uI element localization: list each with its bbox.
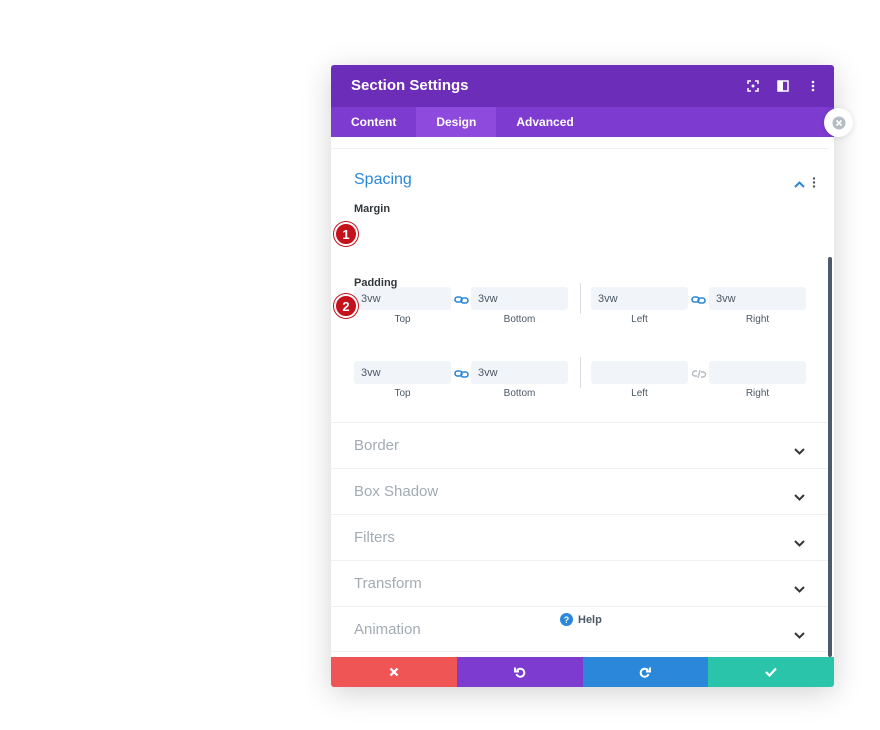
padding-bottom-label: Bottom (503, 388, 536, 399)
redo-icon (640, 667, 652, 678)
margin-right-label: Right (745, 314, 770, 325)
scrollbar[interactable] (828, 257, 832, 657)
padding-bottom-input[interactable]: 3vw (471, 361, 568, 384)
padding-label: Padding (354, 277, 398, 289)
save-button[interactable] (708, 657, 834, 687)
split-view-icon[interactable] (772, 77, 794, 95)
margin-top-input[interactable]: 3vw (354, 287, 451, 310)
kebab-menu-icon[interactable] (802, 77, 824, 95)
help-label: Help (578, 613, 602, 626)
margin-step-badge: 1 (334, 222, 358, 246)
check-icon (765, 667, 777, 677)
tab-advanced[interactable]: Advanced (516, 115, 574, 129)
field-separator (580, 283, 581, 314)
margin-right-input[interactable]: 3vw (709, 287, 806, 310)
link-icon[interactable] (454, 293, 470, 305)
margin-bottom-label: Bottom (503, 314, 536, 325)
settings-body: Spacing Margin 3vw 3vw 3vw 3vw Top Botto… (331, 137, 834, 657)
help-icon: ? (560, 613, 573, 626)
margin-left-input[interactable]: 3vw (591, 287, 688, 310)
padding-left-input[interactable] (591, 361, 688, 384)
section-settings-modal: Section Settings Content Design Advanced… (331, 65, 834, 687)
tab-design[interactable]: Design (416, 107, 497, 137)
link-icon[interactable] (691, 293, 707, 305)
padding-top-label: Top (394, 388, 411, 399)
margin-bottom-input[interactable]: 3vw (471, 287, 568, 310)
chevron-down-icon (794, 580, 805, 598)
padding-right-input[interactable] (709, 361, 806, 384)
section-animation-label: Animation (354, 621, 421, 638)
close-modal-button[interactable] (824, 108, 853, 137)
close-circle-icon (832, 116, 845, 129)
modal-footer (331, 657, 834, 687)
undo-button[interactable] (456, 657, 583, 687)
section-filters-label: Filters (354, 529, 395, 546)
unlink-icon[interactable] (691, 367, 707, 379)
section-box-shadow-label: Box Shadow (354, 483, 439, 500)
header-icons (742, 77, 824, 95)
chevron-down-icon (794, 488, 805, 506)
section-box-shadow[interactable]: Box Shadow (331, 468, 828, 514)
link-icon[interactable] (454, 367, 470, 379)
field-separator (580, 357, 581, 388)
chevron-up-icon[interactable] (794, 175, 805, 193)
modal-title: Section Settings (351, 77, 469, 94)
close-icon (389, 667, 399, 677)
help-link[interactable]: ? Help (560, 613, 602, 626)
section-transform-label: Transform (354, 575, 422, 592)
padding-left-label: Left (631, 388, 648, 399)
margin-left-label: Left (631, 314, 648, 325)
redo-button[interactable] (582, 657, 709, 687)
expand-icon[interactable] (742, 77, 764, 95)
padding-right-label: Right (745, 388, 770, 399)
margin-label: Margin (354, 203, 391, 215)
spacing-section-title[interactable]: Spacing (354, 171, 412, 188)
divider (331, 148, 828, 149)
section-transform[interactable]: Transform (331, 560, 828, 606)
tab-bar: Content Design Advanced (331, 107, 834, 137)
modal-header: Section Settings (331, 65, 834, 107)
tab-content[interactable]: Content (351, 115, 397, 129)
section-border-label: Border (354, 437, 400, 454)
chevron-down-icon (794, 534, 805, 552)
section-animation[interactable]: Animation (331, 606, 828, 652)
section-border[interactable]: Border (331, 422, 828, 468)
cancel-button[interactable] (331, 657, 457, 687)
section-filters[interactable]: Filters (331, 514, 828, 560)
padding-top-input[interactable]: 3vw (354, 361, 451, 384)
undo-icon (513, 667, 525, 678)
section-kebab-icon[interactable] (812, 175, 816, 193)
padding-step-badge: 2 (334, 294, 358, 318)
chevron-down-icon (794, 442, 805, 460)
margin-top-label: Top (394, 314, 411, 325)
chevron-down-icon (794, 626, 805, 644)
